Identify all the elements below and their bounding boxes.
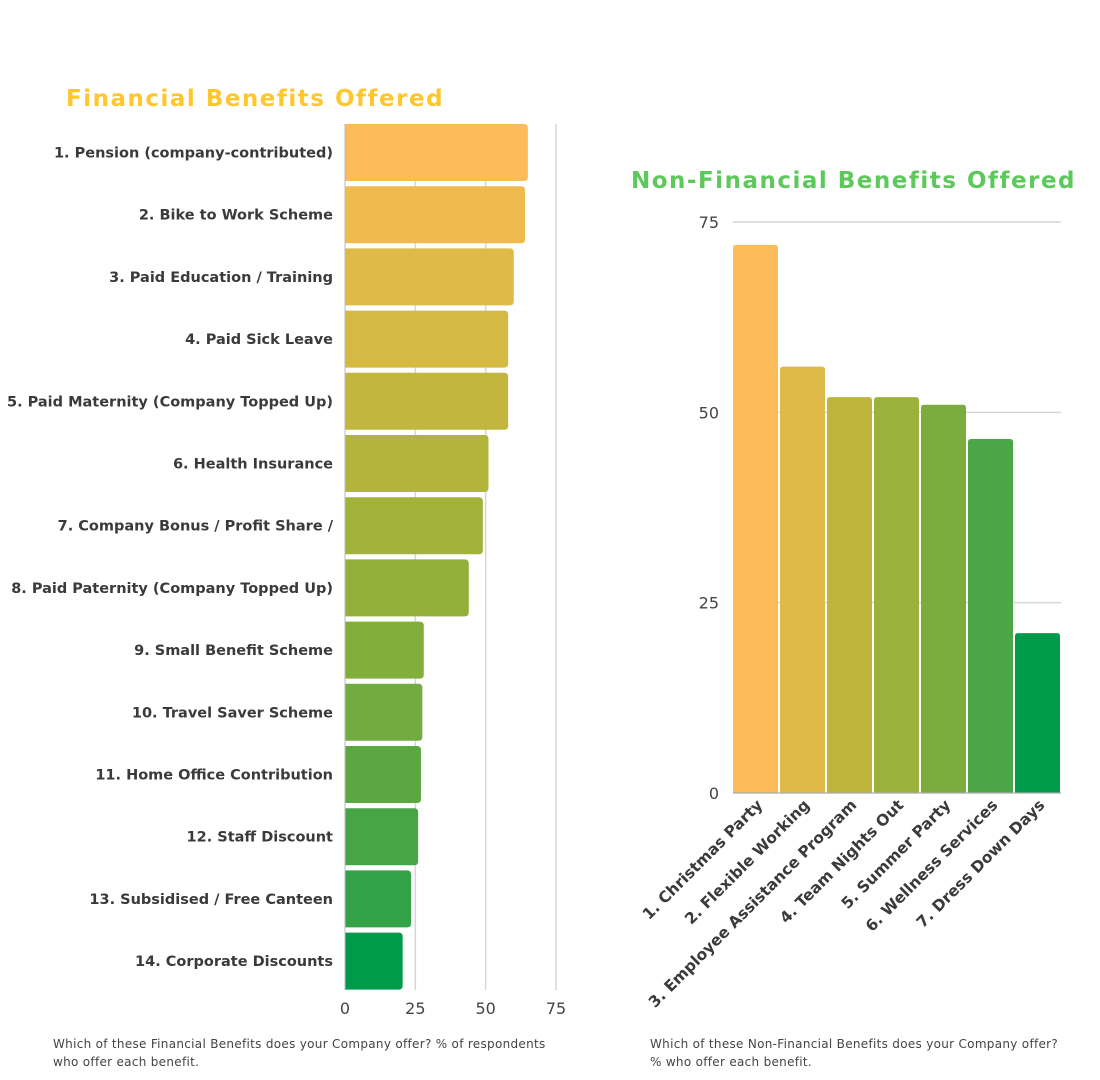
non-financial-chart-title: Non-Financial Benefits Offered	[631, 168, 1076, 194]
bar	[921, 404, 966, 793]
bar	[345, 248, 514, 306]
x-tick-label: 50	[475, 999, 495, 1018]
x-tick-label: 25	[405, 999, 425, 1018]
category-label: 3. Paid Education / Training	[109, 270, 333, 286]
category-label: 9. Small Benefit Scheme	[134, 643, 333, 659]
bar	[968, 438, 1013, 793]
category-label: 10. Travel Saver Scheme	[132, 705, 333, 721]
category-label: 11. Home Office Contribution	[95, 768, 333, 784]
non-financial-chart-caption: Which of these Non-Financial Benefits do…	[650, 1037, 1059, 1069]
bar	[874, 397, 919, 793]
category-label: 7. Company Bonus / Profit Share /	[58, 519, 334, 535]
bar	[345, 559, 469, 617]
bar	[733, 244, 778, 793]
bar	[345, 310, 509, 368]
bar	[345, 683, 423, 741]
category-label: 2. Bike to Work Scheme	[139, 208, 333, 224]
bar	[345, 746, 421, 803]
financial-chart-title: Financial Benefits Offered	[66, 86, 444, 112]
category-label: 13. Subsidised / Free Canteen	[89, 892, 333, 908]
category-label: 5. Paid Maternity (Company Topped Up)	[7, 394, 333, 410]
financial-chart-caption: Which of these Financial Benefits does y…	[53, 1037, 546, 1069]
bar	[345, 372, 509, 430]
category-label: 3. Employee Assistance Program	[645, 796, 860, 1011]
category-label: 8. Paid Paternity (Company Topped Up)	[11, 581, 333, 597]
bar	[345, 808, 419, 866]
bar	[345, 435, 489, 492]
financial-benefits-chart: 0 25 50 75 1. Pension (company-contributed) 2…	[7, 124, 566, 1018]
x-tick-label: 0	[340, 999, 350, 1018]
bar	[345, 932, 403, 990]
bar	[780, 366, 825, 793]
category-label: 6. Health Insurance	[173, 457, 333, 473]
y-tick-label: 50	[699, 403, 719, 422]
category-label: 12. Staff Discount	[187, 830, 334, 846]
y-tick-label: 25	[699, 594, 719, 613]
category-label: 1. Pension (company-contributed)	[54, 146, 333, 162]
bar	[345, 124, 528, 181]
y-tick-label: 75	[699, 213, 719, 232]
category-label: 4. Paid Sick Leave	[185, 332, 333, 348]
category-label: 14. Corporate Discounts	[135, 954, 333, 970]
x-tick-label: 75	[546, 999, 566, 1018]
bar	[345, 186, 526, 244]
bar	[345, 497, 483, 555]
bar	[345, 870, 412, 928]
bar	[827, 397, 872, 793]
y-tick-label: 0	[709, 784, 719, 803]
bar	[1015, 633, 1060, 793]
bar	[345, 621, 424, 679]
